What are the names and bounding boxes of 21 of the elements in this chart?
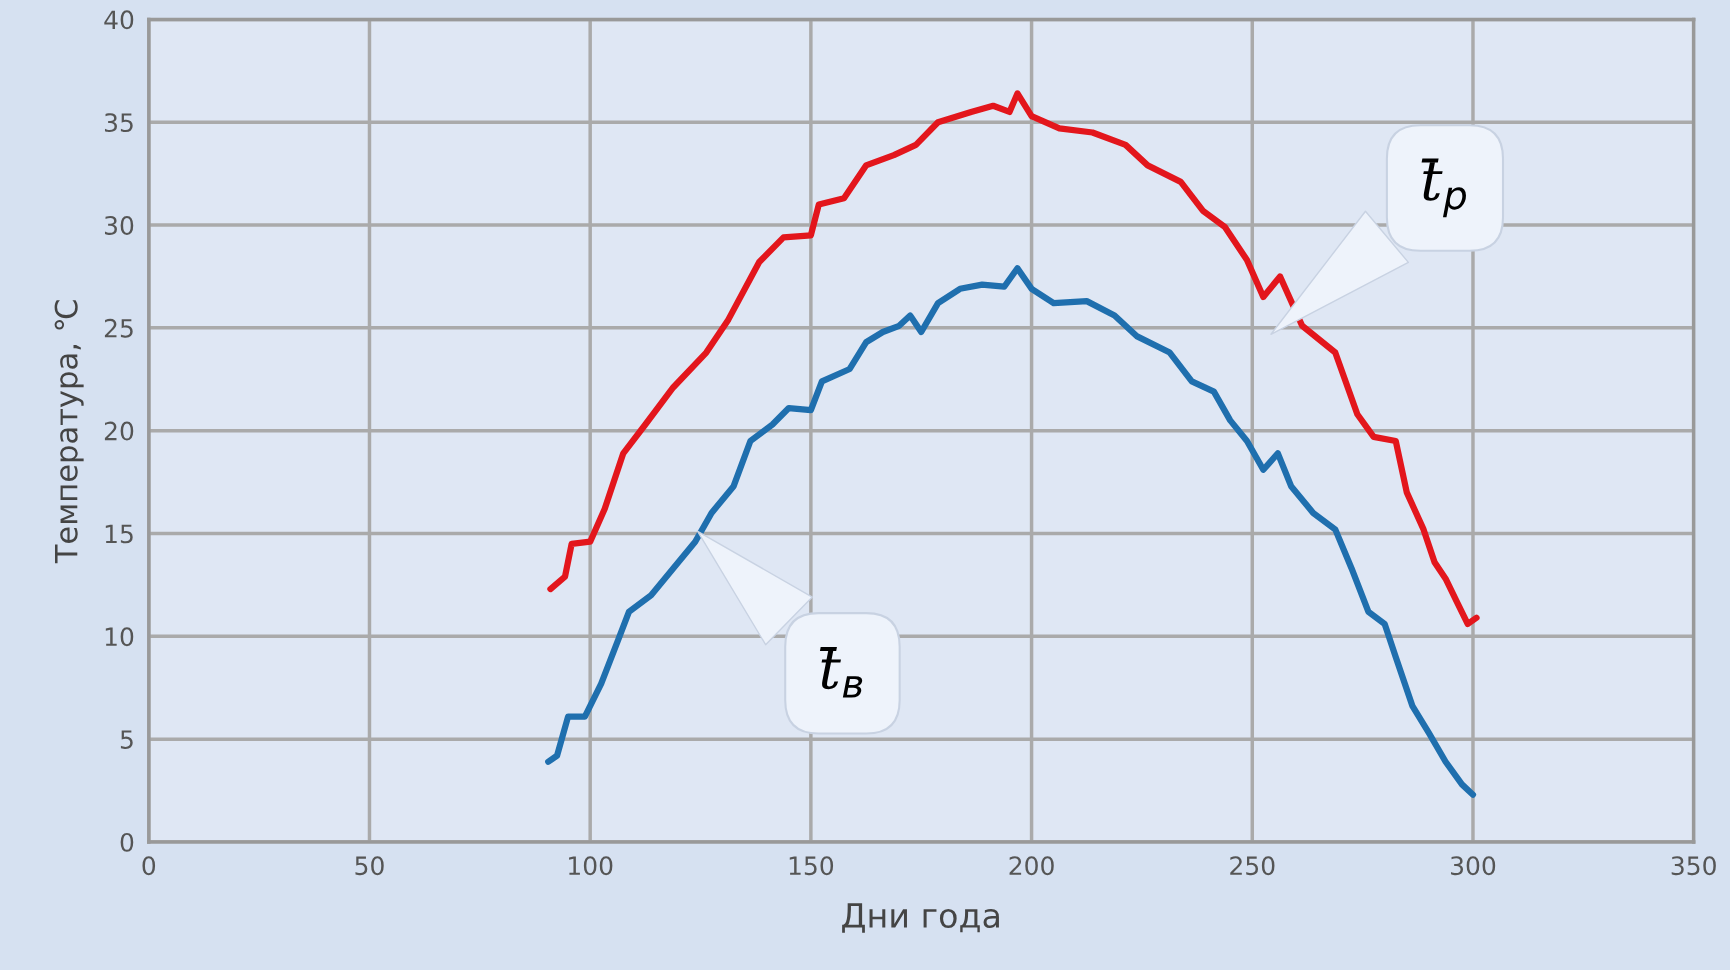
x-tick-label: 150 (789, 856, 834, 876)
y-axis-title: Температура, ℃ (54, 300, 84, 564)
y-tick-label: 5 (120, 730, 133, 749)
annotation: t̄$_{в}$ (819, 647, 863, 698)
x-tick-label: 100 (569, 856, 613, 876)
y-tick-label: 30 (104, 215, 134, 235)
y-tick-label: 25 (104, 318, 133, 338)
x-tick-label: 50 (355, 856, 384, 876)
y-tick-label: 15 (105, 524, 133, 544)
y-tick-label: 0 (120, 832, 134, 852)
y-tick-label: 20 (104, 421, 134, 441)
annotation: t̄$_{p}$ (1421, 158, 1466, 218)
y-tick-label: 35 (104, 113, 133, 133)
x-tick-label: 200 (1009, 856, 1054, 876)
x-tick-label: 300 (1451, 856, 1496, 876)
y-tick-label: 10 (105, 627, 134, 647)
x-axis-title: Дни года (842, 903, 999, 933)
y-tick-label: 40 (104, 10, 134, 30)
x-tick-label: 350 (1671, 856, 1716, 876)
x-tick-label: 0 (142, 856, 156, 876)
x-tick-label: 250 (1230, 856, 1275, 876)
